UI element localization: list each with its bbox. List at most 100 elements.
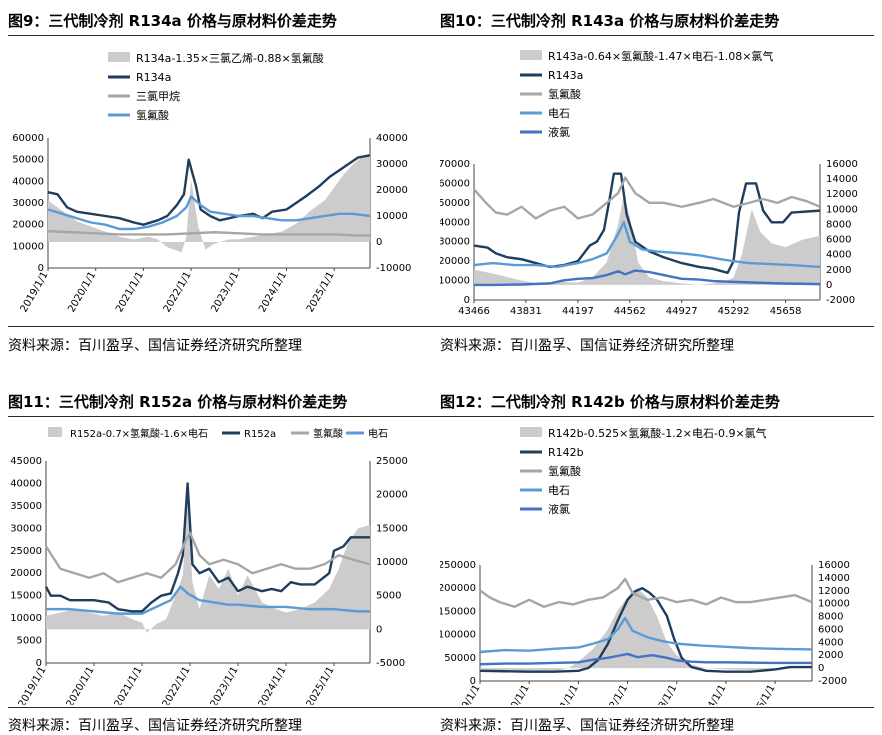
chart-3-svg: 0 5000 10000 15000 20000 25000 30000 35000 40000… [10,427,408,705]
legend-entry-label: 电石 [368,427,388,440]
right-axis-tick-label: 14000 [818,573,850,584]
legend-entry-label: R143a-0.64×氢氟酸-1.47×电石-1.08×氯气 [548,49,773,63]
legend-entry-label: R152a [244,429,276,440]
legend-swatch [520,427,542,437]
title-divider [440,35,874,36]
left-axis-tick-label: 15000 [10,591,42,602]
x-axis-tick-label: 43831 [510,306,542,317]
legend-entry-label: R134a [136,71,171,84]
x-axis-tick-label: 2022/1/1 [161,665,193,705]
right-axis-tick-label: 10000 [826,204,858,215]
right-axis-tick-label: 25000 [376,456,408,467]
chart-2-svg: 010000200003000040000500006000070000-200… [440,49,858,317]
price-line-series [479,587,812,673]
legend-entry-label: R152a-0.7×氢氟酸-1.6×电石 [70,427,208,440]
x-axis-tick-label: 2023/1/1 [209,665,241,705]
legend-entry-label: 电石 [548,107,570,120]
legend-entry-label: 氢氟酸 [136,108,169,122]
right-axis-tick-label: 6000 [826,235,851,246]
legend-entry-label: 三氯甲烷 [136,89,180,103]
right-axis-tick-label: -2000 [826,295,855,306]
price-line-series [47,195,371,231]
right-axis-tick-label: 16000 [818,560,850,571]
chart-4-svg: 0 50000 100000 150000 200000 250000 -2000 0 2000… [440,426,850,705]
x-axis-tick-label: 2025/1/1 [305,270,337,314]
price-line-series [47,229,370,237]
right-axis-tick-label: 8000 [818,612,843,623]
title-divider [8,416,442,417]
left-axis-tick-label: 200000 [440,583,476,594]
title-divider [8,35,442,36]
legend-entry-label: 氢氟酸 [313,427,343,440]
left-axis-tick-label: 40000 [440,217,470,228]
left-axis-tick-label: 60000 [12,133,44,144]
right-axis-tick-label: 40000 [376,133,408,144]
source-divider [440,326,874,327]
chart-title: 图11：三代制冷剂 R152a 价格与原材料价差走势 [8,393,348,411]
source-note: 资料来源：百川盈孚、国信证券经济研究所整理 [8,338,302,354]
right-axis-tick-label: 8000 [826,219,851,230]
left-axis-tick-label: 40000 [10,478,42,489]
x-axis-tick-label: 2025/1/1 [746,683,778,705]
source-note: 资料来源：百川盈孚、国信证券经济研究所整理 [440,718,734,734]
left-axis-tick-label: 150000 [440,606,476,617]
left-axis-tick-label: 50000 [444,653,476,664]
price-line-series [479,616,813,654]
x-axis-tick-label: 2024/1/1 [697,683,729,705]
x-axis-tick-label: 45658 [770,306,802,317]
left-axis-tick-label: 0 [38,263,44,274]
right-axis-tick-label: 30000 [376,159,408,170]
legend-entry-label: R143a [548,69,583,82]
spread-area-series [48,153,370,253]
right-axis-tick-label: 20000 [376,490,408,501]
left-axis-tick-label: 10000 [440,276,470,287]
left-axis-tick-label: 250000 [440,560,476,571]
left-axis-tick-label: 10000 [12,241,44,252]
right-axis-tick-label: 5000 [376,591,401,602]
x-axis-tick-label: 45292 [718,306,750,317]
price-line-series [473,172,821,274]
right-axis-tick-label: -2000 [818,676,847,687]
right-axis-tick-label: -10000 [376,263,411,274]
x-axis-tick-label: 2021/1/1 [549,683,581,705]
right-axis-tick-label: 20000 [376,185,408,196]
price-line-series [473,176,821,220]
x-axis-tick-label: 2019/1/1 [19,270,51,314]
legend-swatch [48,427,62,437]
right-axis-tick-label: 4000 [818,637,843,648]
price-line-series [474,269,821,287]
price-line-series [47,154,371,226]
left-axis-tick-label: 100000 [440,630,476,641]
left-axis-tick-label: 30000 [440,237,470,248]
left-axis-tick-label: 35000 [10,501,42,512]
left-axis-tick-label: 5000 [17,636,42,647]
chart-panel-1: 图9：三代制冷剂 R134a 价格与原材料价差走势 0 10000 20000 300… [8,8,442,358]
chart-panel-3: 图11：三代制冷剂 R152a 价格与原材料价差走势 0 5000 10000 150… [8,389,442,735]
x-axis-tick-label: 44197 [562,306,594,317]
legend-entry-label: 液氯 [548,125,570,139]
left-axis-tick-label: 50000 [12,155,44,166]
right-axis-tick-label: 10000 [818,599,850,610]
legend-entry-label: 电石 [548,484,570,497]
left-axis-tick-label: 40000 [12,176,44,187]
source-divider [8,326,442,327]
left-axis-tick-label: 50000 [440,198,470,209]
x-axis-tick-label: 2019/1/1 [17,665,49,705]
right-axis-tick-label: 12000 [826,189,858,200]
legend-entry-label: R142b [548,446,584,459]
right-axis-tick-label: 0 [826,280,832,291]
x-axis-tick-label: 2020/1/1 [500,683,532,705]
chart-panel-2: 图10：三代制冷剂 R143a 价格与原材料价差走势 0 10000 20000 30… [440,8,874,358]
legend-entry-label: R134a-1.35×三氯乙烯-0.88×氢氟酸 [136,51,324,65]
price-line-series [479,577,813,608]
right-axis-tick-label: 2000 [818,650,843,661]
x-axis-tick-label: 2022/1/1 [162,270,194,314]
left-axis-tick-label: 20000 [10,568,42,579]
x-axis-tick-label: 2024/1/1 [257,270,289,314]
x-axis-tick-label: 2020/1/1 [66,270,98,314]
chart-title: 图12：二代制冷剂 R142b 价格与原材料价差走势 [440,393,780,411]
right-axis-tick-label: 10000 [376,211,408,222]
right-axis-tick-label: -5000 [376,658,405,669]
x-axis-tick-label: 2025/1/1 [305,665,337,705]
x-axis-tick-label: 2023/1/1 [647,683,679,705]
